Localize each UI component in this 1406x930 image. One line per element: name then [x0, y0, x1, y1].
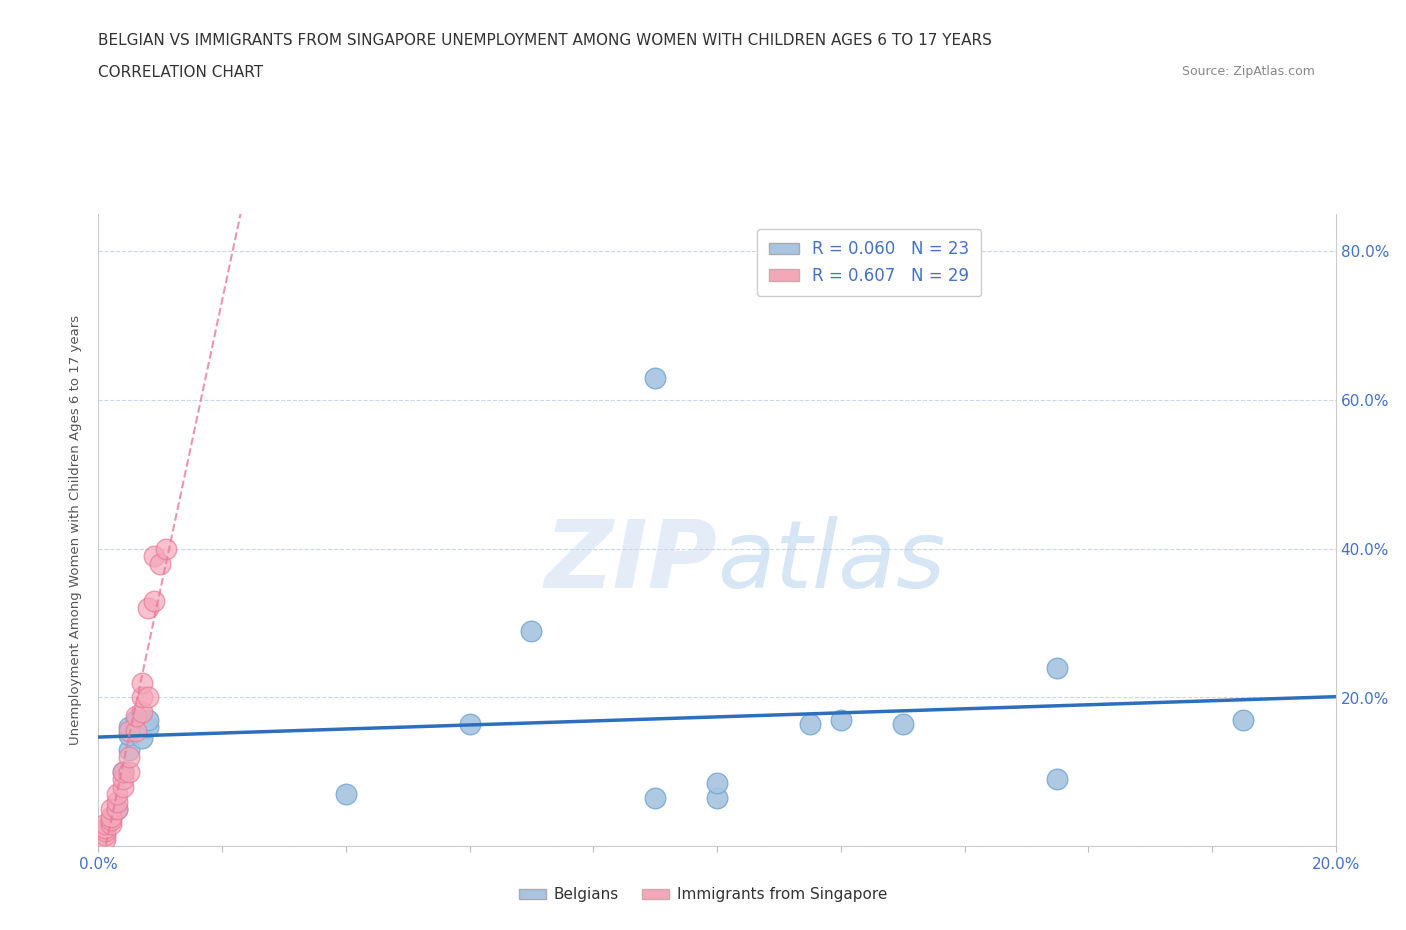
Point [112, 772, 135, 787]
Point [644, 370, 666, 385]
Point [100, 809, 122, 824]
Point [136, 690, 159, 705]
Point [118, 727, 141, 742]
Point [124, 709, 146, 724]
Point [93, 828, 115, 843]
Point [149, 556, 172, 571]
Point [124, 712, 146, 727]
Point [458, 716, 481, 731]
Point [136, 601, 159, 616]
Legend: Belgians, Immigrants from Singapore: Belgians, Immigrants from Singapore [512, 882, 894, 909]
Text: BELGIAN VS IMMIGRANTS FROM SINGAPORE UNEMPLOYMENT AMONG WOMEN WITH CHILDREN AGES: BELGIAN VS IMMIGRANTS FROM SINGAPORE UNE… [98, 33, 993, 47]
Point [112, 764, 135, 779]
Point [100, 817, 122, 831]
Point [706, 776, 728, 790]
Point [143, 593, 166, 608]
Point [93, 817, 115, 831]
Point [118, 742, 141, 757]
Point [1232, 712, 1254, 727]
Point [520, 623, 543, 638]
Text: Source: ZipAtlas.com: Source: ZipAtlas.com [1181, 65, 1315, 78]
Text: atlas: atlas [717, 516, 945, 607]
Point [105, 802, 128, 817]
Point [105, 802, 128, 817]
Point [118, 724, 141, 738]
Point [131, 675, 153, 690]
Point [155, 541, 177, 556]
Point [93, 824, 115, 839]
Point [131, 731, 153, 746]
Point [143, 549, 166, 564]
Point [112, 779, 135, 794]
Point [105, 787, 128, 802]
Point [1046, 772, 1069, 787]
Point [830, 712, 852, 727]
Point [118, 750, 141, 764]
Y-axis label: Unemployment Among Women with Children Ages 6 to 17 years: Unemployment Among Women with Children A… [69, 315, 83, 745]
Point [891, 716, 914, 731]
Point [105, 794, 128, 809]
Point [112, 764, 135, 779]
Point [1046, 660, 1069, 675]
Point [136, 720, 159, 735]
Point [131, 712, 153, 727]
Point [93, 820, 115, 835]
Point [124, 724, 146, 738]
Point [100, 813, 122, 828]
Point [644, 790, 666, 805]
Point [131, 690, 153, 705]
Point [335, 787, 357, 802]
Point [118, 720, 141, 735]
Legend: R = 0.060   N = 23, R = 0.607   N = 29: R = 0.060 N = 23, R = 0.607 N = 29 [758, 229, 981, 297]
Point [100, 802, 122, 817]
Point [799, 716, 821, 731]
Point [706, 790, 728, 805]
Point [131, 705, 153, 720]
Point [118, 764, 141, 779]
Point [93, 831, 115, 846]
Point [136, 712, 159, 727]
Text: CORRELATION CHART: CORRELATION CHART [98, 65, 263, 80]
Text: ZIP: ZIP [544, 516, 717, 607]
